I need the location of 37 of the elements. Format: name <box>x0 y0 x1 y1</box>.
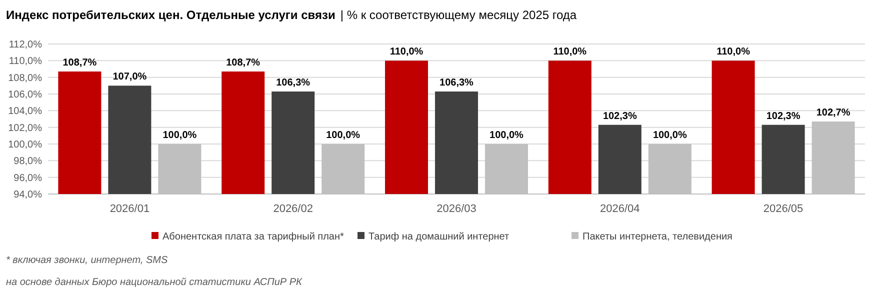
chart-subtitle: | % к соответствующему месяцу 2025 года <box>340 8 577 22</box>
x-tick-label: 2026/02 <box>273 203 313 215</box>
x-tick-label: 2026/03 <box>436 203 476 215</box>
data-label: 102,7% <box>816 108 850 118</box>
text: * включая звонки, интернет, SMS <box>6 255 168 266</box>
y-tick-label: 108,0% <box>8 72 42 84</box>
y-tick-label: 112,0% <box>8 40 42 50</box>
x-tick-label: 2026/01 <box>110 203 150 215</box>
chart-title: Индекс потребительских цен. Отдельные услуги связи <box>6 8 336 22</box>
legend-label: Пакеты интернета, телевидения <box>582 232 732 242</box>
y-tick-label: 100,0% <box>8 140 42 150</box>
y-tick-label: 110,0% <box>8 56 42 68</box>
data-label: 106,3% <box>276 78 310 88</box>
data-label: 110,0% <box>390 46 424 58</box>
data-label: 108,7% <box>62 58 97 68</box>
data-label: 110,0% <box>716 46 750 58</box>
legend-label: Абонентская плата за тарифный план* <box>162 232 344 242</box>
legend-label: Тариф на домашний интернет <box>368 232 510 242</box>
y-tick-label: 102,0% <box>8 122 42 134</box>
x-tick-label: 2026/05 <box>763 203 804 215</box>
data-label: 108,7% <box>226 58 260 68</box>
y-tick-label: 96,0% <box>14 172 42 184</box>
data-label: 100,0% <box>326 130 360 141</box>
data-label: 100,0% <box>162 130 197 141</box>
y-tick-label: 94,0% <box>14 190 42 200</box>
x-tick-label: 2026/04 <box>600 203 640 215</box>
data-label: 110,0% <box>553 46 587 58</box>
y-tick-label: 104,0% <box>8 106 42 118</box>
y-tick-label: 98,0% <box>14 156 42 168</box>
data-label: 100,0% <box>652 130 687 141</box>
data-label: 106,3% <box>440 78 474 88</box>
text: на основе данных Бюро национальной статистики АСПиР РК <box>6 277 304 288</box>
y-tick-label: 106,0% <box>8 90 42 100</box>
data-label: 102,3% <box>602 110 637 122</box>
data-label: 107,0% <box>112 72 147 83</box>
data-label: 100,0% <box>490 130 524 141</box>
data-label: 102,3% <box>766 110 800 122</box>
